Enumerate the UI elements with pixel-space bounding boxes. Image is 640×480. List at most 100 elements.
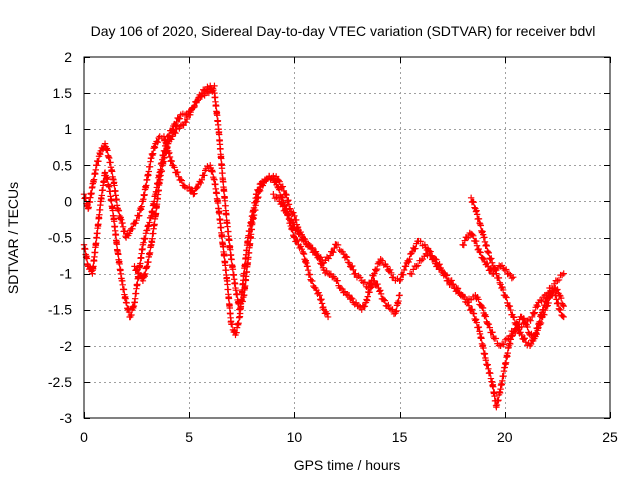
data-point xyxy=(177,176,184,183)
data-point-cluster xyxy=(485,321,497,341)
data-point-cluster xyxy=(536,293,547,305)
data-point-cluster xyxy=(485,266,495,274)
data-point-cluster xyxy=(89,234,100,274)
data-point-cluster xyxy=(470,310,483,331)
data-point xyxy=(560,313,567,321)
chart-title: Day 106 of 2020, Sidereal Day-to-day VTE… xyxy=(91,23,596,39)
data-point xyxy=(345,259,353,266)
data-point xyxy=(148,154,155,162)
y-tick-label: -0.5 xyxy=(48,230,72,246)
data-point-cluster xyxy=(156,158,167,183)
data-point-cluster xyxy=(174,123,183,132)
data-point xyxy=(402,263,410,270)
data-point xyxy=(419,255,426,263)
data-point-cluster xyxy=(224,277,235,326)
series-track-6 xyxy=(131,82,218,285)
data-point-cluster xyxy=(132,212,141,227)
series-track-7 xyxy=(459,229,517,282)
data-point xyxy=(282,190,290,198)
data-point-cluster xyxy=(502,344,512,368)
data-point-cluster xyxy=(204,88,213,97)
data-point-cluster xyxy=(110,215,121,254)
data-point-cluster xyxy=(178,121,187,129)
data-point-cluster xyxy=(115,206,125,223)
data-point-cluster xyxy=(483,361,495,385)
data-point-cluster xyxy=(253,186,264,202)
data-point-cluster xyxy=(219,178,231,226)
data-point xyxy=(211,82,218,90)
series-track-5 xyxy=(467,194,567,349)
data-point-cluster xyxy=(552,291,563,312)
data-point-cluster xyxy=(187,187,196,195)
data-point-cluster xyxy=(492,335,503,349)
data-point-cluster xyxy=(123,230,133,239)
data-point xyxy=(329,274,336,281)
data-point-cluster xyxy=(315,254,326,264)
data-point-cluster xyxy=(490,266,499,278)
data-point-cluster xyxy=(372,258,383,274)
data-point xyxy=(421,241,429,248)
data-point-cluster xyxy=(503,266,511,278)
data-point xyxy=(522,338,530,346)
data-point-cluster xyxy=(114,250,125,282)
data-point xyxy=(337,284,344,292)
data-point xyxy=(169,133,176,140)
data-point-cluster xyxy=(102,172,112,190)
data-point xyxy=(554,277,561,285)
data-point-cluster xyxy=(557,306,566,320)
data-point-cluster xyxy=(511,320,520,335)
data-point xyxy=(396,292,403,299)
data-point-cluster xyxy=(379,257,389,269)
data-point xyxy=(324,313,332,321)
data-point xyxy=(198,93,206,100)
data-point-cluster xyxy=(338,285,347,296)
data-point-cluster xyxy=(166,134,175,145)
y-tick-label: -2 xyxy=(60,338,73,354)
data-point-cluster xyxy=(365,272,377,288)
data-point-cluster xyxy=(191,184,200,197)
data-point-cluster xyxy=(330,273,339,282)
data-point-cluster xyxy=(353,272,364,281)
data-point-cluster xyxy=(515,326,524,337)
data-point xyxy=(413,263,420,270)
data-point xyxy=(291,234,298,241)
data-point xyxy=(143,227,151,234)
data-point-cluster xyxy=(458,293,469,305)
data-point xyxy=(173,126,180,133)
y-axis-label: SDTVAR / TECUs xyxy=(5,182,21,294)
data-point-cluster xyxy=(174,168,183,184)
data-point-cluster xyxy=(296,243,305,253)
data-point xyxy=(186,183,193,191)
data-point-cluster xyxy=(555,271,566,284)
data-point-cluster xyxy=(204,83,213,93)
data-point-cluster xyxy=(355,302,364,311)
data-point-cluster xyxy=(303,240,313,250)
data-point-cluster xyxy=(110,179,121,212)
data-point-cluster xyxy=(228,256,239,288)
data-point-cluster xyxy=(199,167,209,179)
y-tick-label: 1 xyxy=(64,121,72,137)
data-point-cluster xyxy=(529,301,541,317)
data-point-cluster xyxy=(506,332,516,348)
data-point xyxy=(528,313,536,321)
data-point-cluster xyxy=(452,286,463,296)
data-point-cluster xyxy=(494,262,503,272)
x-tick-label: 25 xyxy=(602,429,618,445)
data-point-cluster xyxy=(557,292,567,309)
data-point-cluster xyxy=(446,280,456,288)
data-point-cluster xyxy=(421,250,431,260)
data-point-cluster xyxy=(408,262,419,278)
x-tick-label: 10 xyxy=(287,429,303,445)
y-tick-labels: -3 -2.5 -2 -1.5 -1 -0.5 0 0.5 1 1.5 2 xyxy=(48,49,72,426)
data-point xyxy=(93,162,100,169)
data-point-cluster xyxy=(518,319,527,331)
data-point-cluster xyxy=(290,219,301,234)
y-tick-label: -1 xyxy=(60,266,73,282)
grid-layer xyxy=(84,57,610,418)
data-point xyxy=(308,245,315,252)
data-point-cluster xyxy=(224,219,235,259)
data-point-cluster xyxy=(403,250,415,267)
data-point-cluster xyxy=(170,129,179,137)
data-point-cluster xyxy=(215,128,226,182)
data-point-cluster xyxy=(207,164,218,183)
